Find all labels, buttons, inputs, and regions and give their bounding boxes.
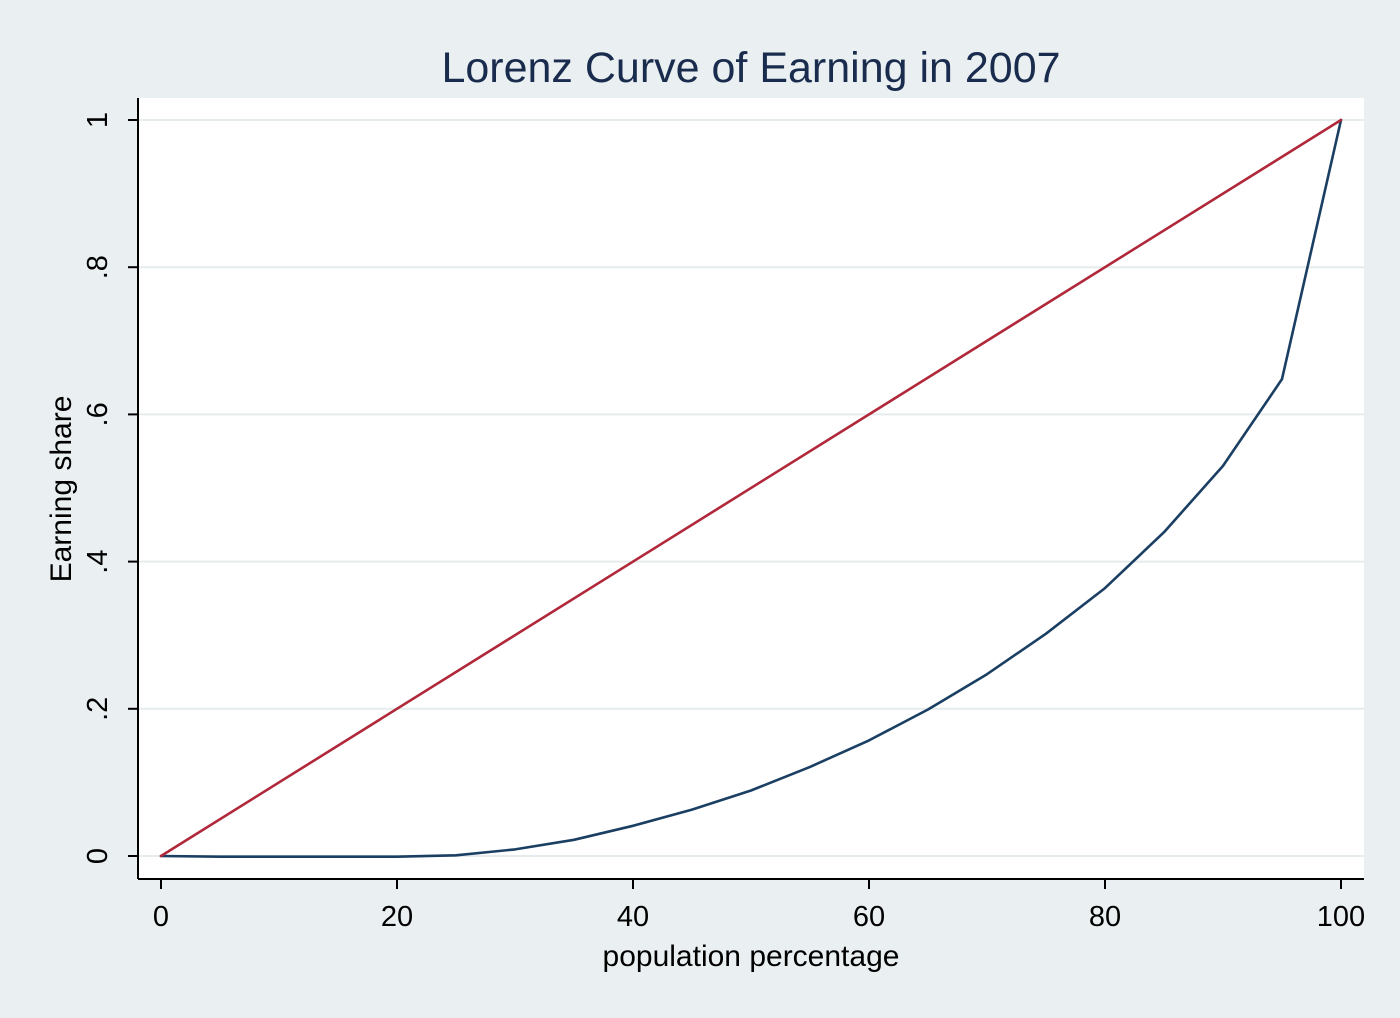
x-tick-label: 40 [617, 901, 649, 933]
x-axis-title: population percentage [603, 940, 900, 973]
series-lines [159, 118, 1343, 859]
y-tick-label: 0 [82, 848, 114, 864]
lorenz-curve-line [159, 118, 1343, 859]
y-tick-label: .2 [82, 697, 114, 721]
x-tick-label: 80 [1089, 901, 1121, 933]
x-tick-label: 100 [1317, 901, 1365, 933]
y-tick-label: .4 [82, 550, 114, 574]
y-axis-title: Earning share [45, 396, 78, 583]
chart-title: Lorenz Curve of Earning in 2007 [441, 44, 1060, 92]
y-tick-label: 1 [82, 112, 114, 128]
ticks: 0 .2 .4 .6 .8 1 0 20 40 60 80 100 [82, 112, 1365, 933]
y-tick-label: .8 [82, 255, 114, 279]
x-tick-label: 60 [853, 901, 885, 933]
x-tick-label: 0 [153, 901, 169, 933]
x-tick-label: 20 [381, 901, 413, 933]
y-tick-label: .6 [82, 402, 114, 426]
axes [137, 98, 1364, 880]
equality-line [159, 118, 1343, 858]
